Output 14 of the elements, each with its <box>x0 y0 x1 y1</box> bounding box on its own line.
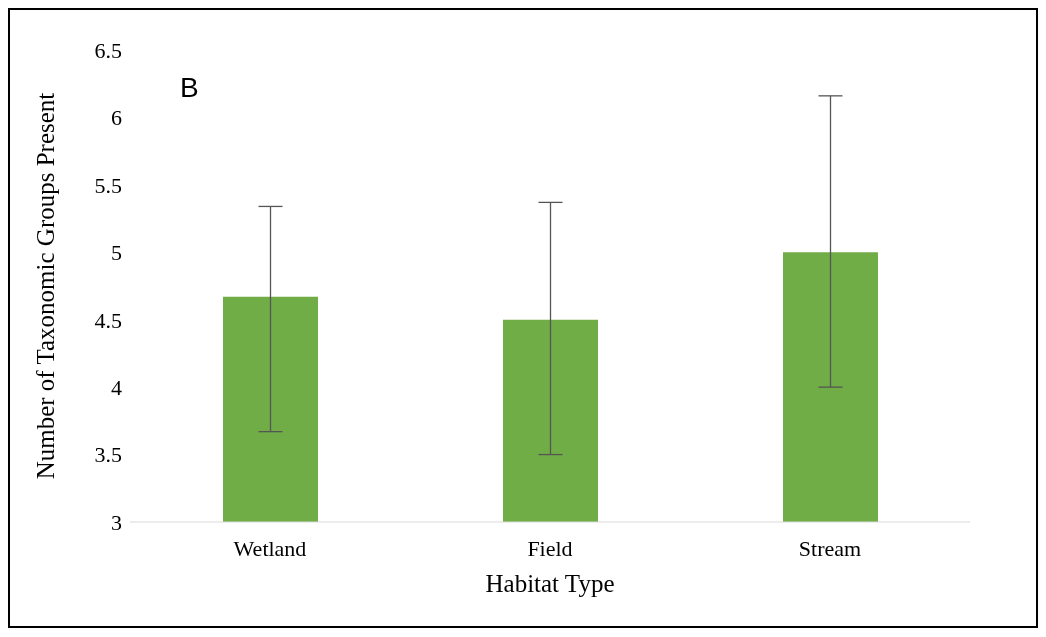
y-tick-label: 6.5 <box>94 37 122 63</box>
annotation: B <box>180 72 199 104</box>
y-tick-label: 4.5 <box>94 307 122 333</box>
y-axis-title: Number of Taxonomic Groups Present <box>31 92 59 480</box>
x-tick-label: Wetland <box>233 535 307 561</box>
y-tick-label: 4 <box>111 374 122 400</box>
y-tick-label: 6 <box>111 105 122 131</box>
x-tick-label: Field <box>527 535 573 561</box>
y-tick-label: 3.5 <box>94 442 122 468</box>
y-tick-label: 3 <box>111 509 122 535</box>
y-tick-label: 5 <box>111 240 122 266</box>
x-axis-title: Habitat Type <box>485 570 615 597</box>
y-tick-label: 5.5 <box>94 172 122 198</box>
x-tick-label: Stream <box>798 535 862 561</box>
